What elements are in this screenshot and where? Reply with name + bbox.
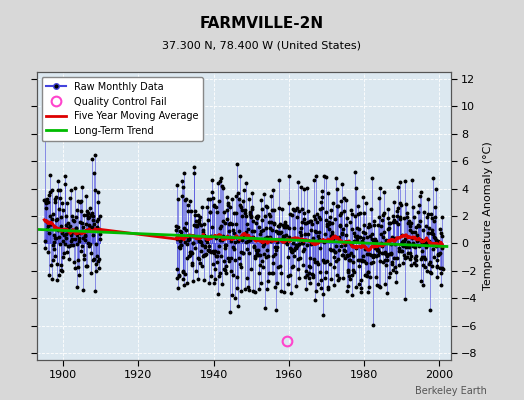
Legend: Raw Monthly Data, Quality Control Fail, Five Year Moving Average, Long-Term Tren: Raw Monthly Data, Quality Control Fail, … (41, 77, 203, 141)
Text: FARMVILLE-2N: FARMVILLE-2N (200, 16, 324, 31)
Text: Berkeley Earth: Berkeley Earth (416, 386, 487, 396)
Text: 37.300 N, 78.400 W (United States): 37.300 N, 78.400 W (United States) (162, 40, 362, 50)
Y-axis label: Temperature Anomaly (°C): Temperature Anomaly (°C) (483, 142, 493, 290)
